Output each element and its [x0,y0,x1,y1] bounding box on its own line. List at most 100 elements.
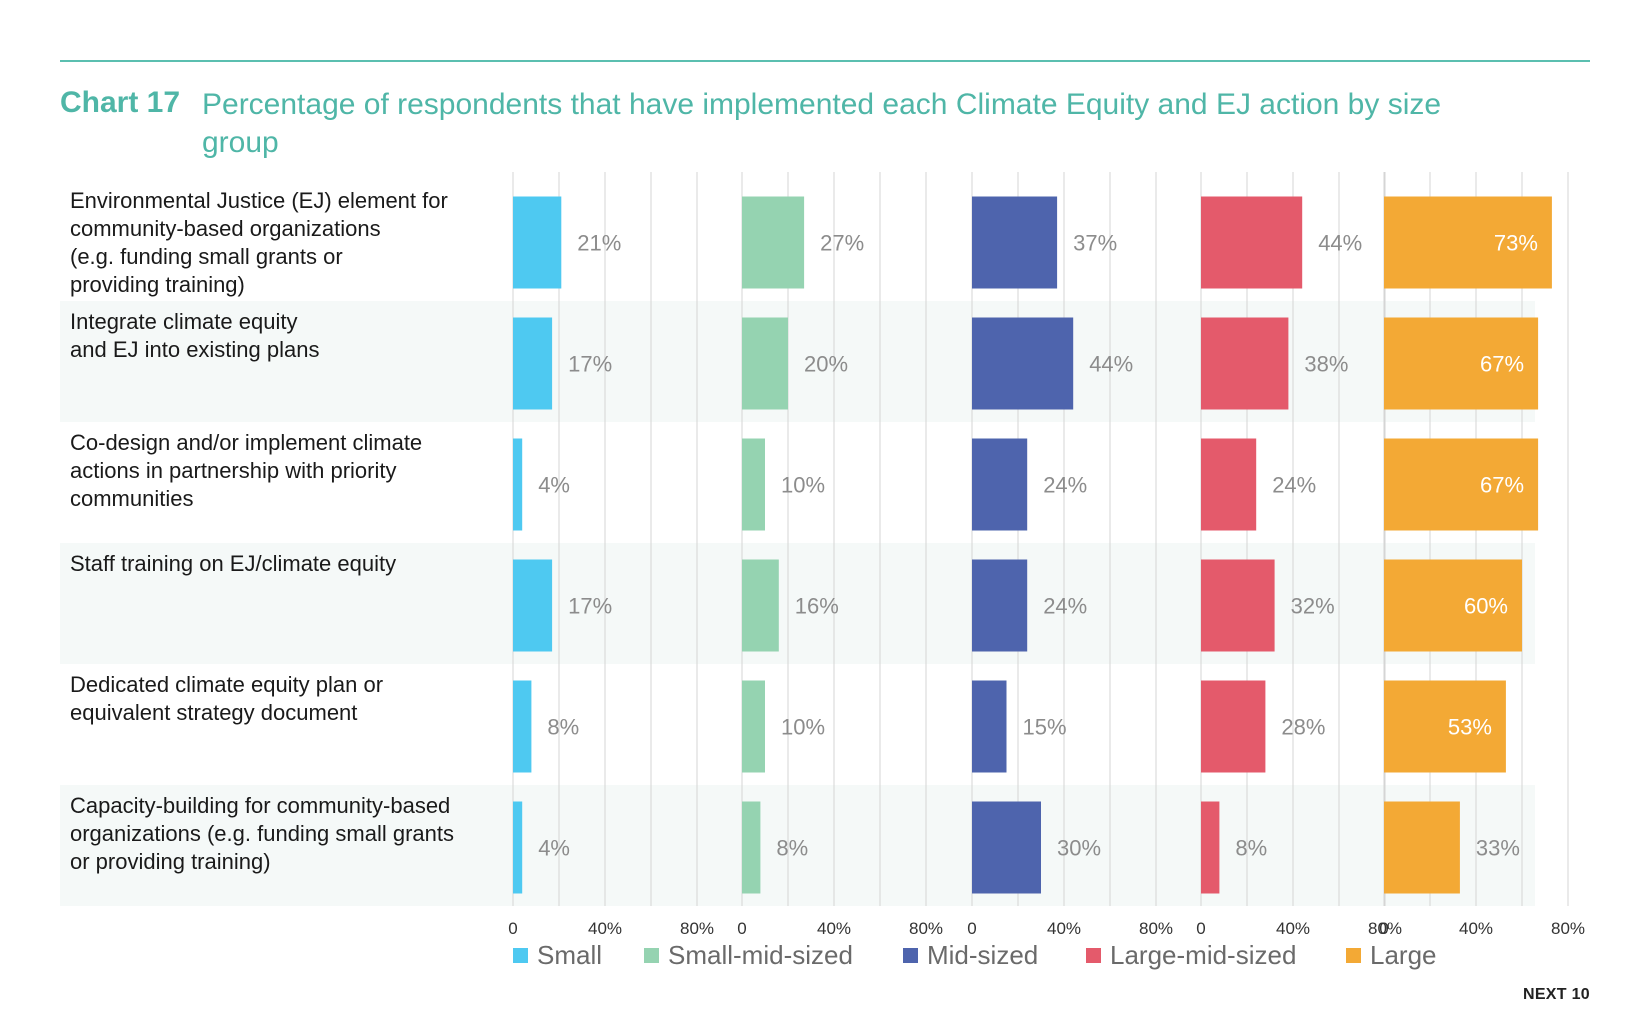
category-label-line: Dedicated climate equity plan or [70,672,383,697]
category-label-line: Capacity-building for community-based [70,793,450,818]
value-label: 24% [1272,473,1316,498]
bar [1201,438,1257,531]
value-label: 37% [1073,231,1117,256]
value-label: 33% [1476,836,1520,861]
x-tick-label: 40% [1276,919,1310,938]
category-label-line: actions in partnership with priority [70,458,396,483]
bar [1201,559,1275,652]
bar [1384,317,1539,410]
legend-swatch [1346,948,1361,963]
bar [1201,680,1266,773]
category-label-line: Environmental Justice (EJ) element for [70,188,448,213]
legend-label: Small-mid-sized [668,940,853,970]
value-label: 17% [568,594,612,619]
x-tick-label: 80% [1551,919,1585,938]
bar [742,317,788,410]
x-tick-label: 40% [1459,919,1493,938]
x-tick-label: 80% [1368,919,1402,938]
value-label: 73% [1494,231,1538,256]
x-tick-label: 40% [817,919,851,938]
legend-label: Large [1370,940,1437,970]
bar [1384,559,1522,652]
bar [972,680,1007,773]
value-label: 44% [1318,231,1362,256]
x-tick-label: 80% [1139,919,1173,938]
bar [972,438,1028,531]
bar [513,801,523,894]
bar [1384,801,1460,894]
value-label: 60% [1464,594,1508,619]
value-label: 15% [1023,715,1067,740]
legend-label: Mid-sized [927,940,1038,970]
bar [972,196,1058,289]
category-label: Environmental Justice (EJ) element for co… [70,188,448,297]
value-label: 4% [538,836,570,861]
legend-swatch [1086,948,1101,963]
bars [513,196,1552,894]
bar [742,196,805,289]
chart-number-label: Chart 17 [60,86,181,119]
value-label: 10% [781,473,825,498]
row-band [60,785,1535,906]
value-label: 8% [776,836,808,861]
value-label: 53% [1448,715,1492,740]
value-label: 20% [804,352,848,377]
bar [513,438,523,531]
x-tick-label: 40% [588,919,622,938]
value-label: 21% [577,231,621,256]
bar [1384,680,1506,773]
bar [513,196,562,289]
bar [1384,196,1552,289]
value-label: 10% [781,715,825,740]
category-label-line: equivalent strategy document [70,700,357,725]
value-label: 4% [538,473,570,498]
value-label: 67% [1480,352,1524,377]
category-label-line: communities [70,486,193,511]
value-label: 8% [1235,836,1267,861]
bar [1201,801,1220,894]
legend-swatch [903,948,918,963]
bar [513,680,532,773]
value-label: 30% [1057,836,1101,861]
category-label-line: and EJ into existing plans [70,337,320,362]
bar [1201,196,1303,289]
category-label-line: (e.g. funding small grants or [70,244,343,269]
category-label-line: Integrate climate equity [70,309,297,334]
x-tick-label: 40% [1047,919,1081,938]
x-tick-label: 0 [737,919,746,938]
row-bands [60,301,1535,906]
legend-swatch [513,948,528,963]
value-label: 67% [1480,473,1524,498]
x-tick-labels: 0 40% 80% 0 40% 80% 0 40% 80% 0 40% 80%0 40% 80% [508,919,1585,938]
x-tick-label: 80% [909,919,943,938]
value-label: 8% [547,715,579,740]
bar [742,680,765,773]
category-labels: Environmental Justice (EJ) element for co… [70,188,454,874]
bar [1201,317,1289,410]
bar [742,438,765,531]
row-band [60,301,1535,422]
bar [742,801,761,894]
x-tick-label: 0 [967,919,976,938]
bar [972,801,1041,894]
bar [742,559,779,652]
chart-title: Percentage of respondents that have impl… [202,88,1442,159]
legend: Small Small-mid-sized Mid-sized Large-mid-s… [513,940,1437,970]
value-label: 38% [1304,352,1348,377]
category-label-line: Staff training on EJ/climate equity [70,551,396,576]
x-tick-label: 0 [1196,919,1205,938]
bar [972,559,1028,652]
legend-swatch [644,948,659,963]
value-label: 44% [1089,352,1133,377]
top-divider [60,60,1590,62]
bar [1384,438,1539,531]
category-label: Co-design and/or implement climate action… [70,430,422,511]
value-label: 28% [1281,715,1325,740]
brand-footer: NEXT 10 [1522,986,1590,1003]
legend-label: Small [537,940,602,970]
x-tick-label: 0 [508,919,517,938]
category-label-line: Co-design and/or implement climate [70,430,422,455]
category-label: Capacity-building for community-based org… [70,793,454,874]
value-label: 32% [1291,594,1335,619]
row-band [60,543,1535,664]
